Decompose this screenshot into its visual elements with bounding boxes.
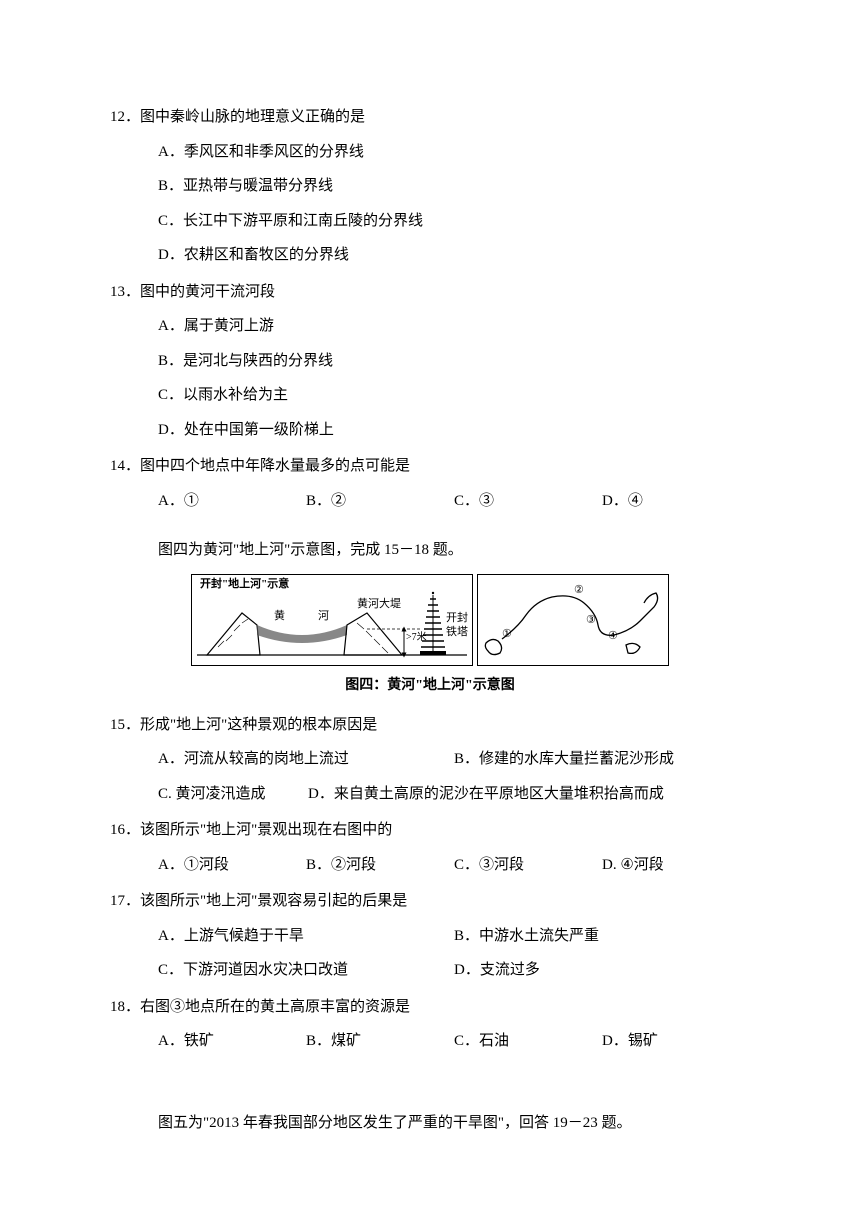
map-n3: ③ xyxy=(586,615,596,626)
figure4-intro: 图四为黄河"地上河"示意图，完成 15－18 题。 xyxy=(110,533,750,568)
fig4-river: 黄 河 xyxy=(274,611,329,622)
q14-opt-c: C．③ xyxy=(454,484,602,519)
figure5-intro: 图五为"2013 年春我国部分地区发生了严重的干旱图"，回答 19－23 题。 xyxy=(110,1106,750,1141)
q17-options: A．上游气候趋于干旱 B．中游水土流失严重 C．下游河道因水灾决口改道 D．支流… xyxy=(110,919,750,988)
q17-opt-a: A．上游气候趋于干旱 xyxy=(158,919,454,954)
fig4-tower2: 铁塔 xyxy=(446,627,468,638)
q12-opt-a: A．季风区和非季风区的分界线 xyxy=(158,135,750,170)
q15-opt-b: B．修建的水库大量拦蓄泥沙形成 xyxy=(454,742,750,777)
q14-opt-a: A．① xyxy=(158,484,306,519)
q15-opt-c: C. 黄河凌汛造成 xyxy=(158,777,308,812)
q12-options: A．季风区和非季风区的分界线 B．亚热带与暖温带分界线 C．长江中下游平原和江南… xyxy=(110,135,750,273)
question-14: 14．图中四个地点中年降水量最多的点可能是 A．① B．② C．③ D．④ xyxy=(110,449,750,518)
q15-options: A．河流从较高的岗地上流过 B．修建的水库大量拦蓄泥沙形成 C. 黄河凌汛造成 … xyxy=(110,742,750,811)
figure4-caption: 图四：黄河"地上河"示意图 xyxy=(110,670,750,702)
q12-opt-b: B．亚热带与暖温带分界线 xyxy=(158,169,750,204)
q18-opt-a: A．铁矿 xyxy=(158,1024,306,1059)
q13-stem: 13．图中的黄河干流河段 xyxy=(110,275,750,310)
map-n1: ① xyxy=(502,629,512,640)
q15-opt-d: D．来自黄土高原的泥沙在平原地区大量堆积抬高而成 xyxy=(308,777,750,812)
q17-stem: 17．该图所示"地上河"景观容易引起的后果是 xyxy=(110,884,750,919)
q16-opt-d: D. ④河段 xyxy=(602,848,750,883)
q13-options: A．属于黄河上游 B．是河北与陕西的分界线 C．以雨水补给为主 D．处在中国第一… xyxy=(110,309,750,447)
q17-opt-d: D．支流过多 xyxy=(454,953,750,988)
fig4-title: 开封"地上河"示意 xyxy=(200,579,289,590)
q15-stem: 15．形成"地上河"这种景观的根本原因是 xyxy=(110,708,750,743)
question-17: 17．该图所示"地上河"景观容易引起的后果是 A．上游气候趋于干旱 B．中游水土… xyxy=(110,884,750,988)
figure4-crosssection: 开封"地上河"示意 黄 河 黄河大堤 >7米 开封 铁塔 xyxy=(191,574,473,666)
fig4-levee: 黄河大堤 xyxy=(357,599,401,610)
map-svg xyxy=(478,575,668,665)
q18-stem: 18．右图③地点所在的黄土高原丰富的资源是 xyxy=(110,990,750,1025)
q14-stem: 14．图中四个地点中年降水量最多的点可能是 xyxy=(110,449,750,484)
q15-opt-a: A．河流从较高的岗地上流过 xyxy=(158,742,454,777)
q16-stem: 16．该图所示"地上河"景观出现在右图中的 xyxy=(110,813,750,848)
q16-opt-b: B．②河段 xyxy=(306,848,454,883)
map-n2: ② xyxy=(574,585,584,596)
question-13: 13．图中的黄河干流河段 A．属于黄河上游 B．是河北与陕西的分界线 C．以雨水… xyxy=(110,275,750,448)
q17-opt-b: B．中游水土流失严重 xyxy=(454,919,750,954)
q18-opt-c: C．石油 xyxy=(454,1024,602,1059)
q17-opt-c: C．下游河道因水灾决口改道 xyxy=(158,953,454,988)
q13-opt-b: B．是河北与陕西的分界线 xyxy=(158,344,750,379)
q16-opt-c: C．③河段 xyxy=(454,848,602,883)
q12-opt-c: C．长江中下游平原和江南丘陵的分界线 xyxy=(158,204,750,239)
fig4-tower1: 开封 xyxy=(446,613,468,624)
q13-opt-d: D．处在中国第一级阶梯上 xyxy=(158,413,750,448)
question-16: 16．该图所示"地上河"景观出现在右图中的 A．①河段 B．②河段 C．③河段 … xyxy=(110,813,750,882)
question-18: 18．右图③地点所在的黄土高原丰富的资源是 A．铁矿 B．煤矿 C．石油 D．锡… xyxy=(110,990,750,1059)
q14-options: A．① B．② C．③ D．④ xyxy=(110,484,750,519)
q14-opt-b: B．② xyxy=(306,484,454,519)
q18-opt-d: D．锡矿 xyxy=(602,1024,750,1059)
q12-stem: 12．图中秦岭山脉的地理意义正确的是 xyxy=(110,100,750,135)
q16-options: A．①河段 B．②河段 C．③河段 D. ④河段 xyxy=(110,848,750,883)
q13-opt-c: C．以雨水补给为主 xyxy=(158,378,750,413)
question-12: 12．图中秦岭山脉的地理意义正确的是 A．季风区和非季风区的分界线 B．亚热带与… xyxy=(110,100,750,273)
fig4-height: >7米 xyxy=(406,633,427,643)
q18-opt-b: B．煤矿 xyxy=(306,1024,454,1059)
q12-opt-d: D．农耕区和畜牧区的分界线 xyxy=(158,238,750,273)
figure4-map: ① ② ③ ④ xyxy=(477,574,669,666)
q18-options: A．铁矿 B．煤矿 C．石油 D．锡矿 xyxy=(110,1024,750,1059)
exam-page: 12．图中秦岭山脉的地理意义正确的是 A．季风区和非季风区的分界线 B．亚热带与… xyxy=(0,0,860,1204)
q14-opt-d: D．④ xyxy=(602,484,750,519)
q13-opt-a: A．属于黄河上游 xyxy=(158,309,750,344)
map-n4: ④ xyxy=(608,631,618,642)
q16-opt-a: A．①河段 xyxy=(158,848,306,883)
figure-4: 开封"地上河"示意 黄 河 黄河大堤 >7米 开封 铁塔 ① ② ③ ④ 图四：… xyxy=(110,574,750,702)
question-15: 15．形成"地上河"这种景观的根本原因是 A．河流从较高的岗地上流过 B．修建的… xyxy=(110,708,750,812)
